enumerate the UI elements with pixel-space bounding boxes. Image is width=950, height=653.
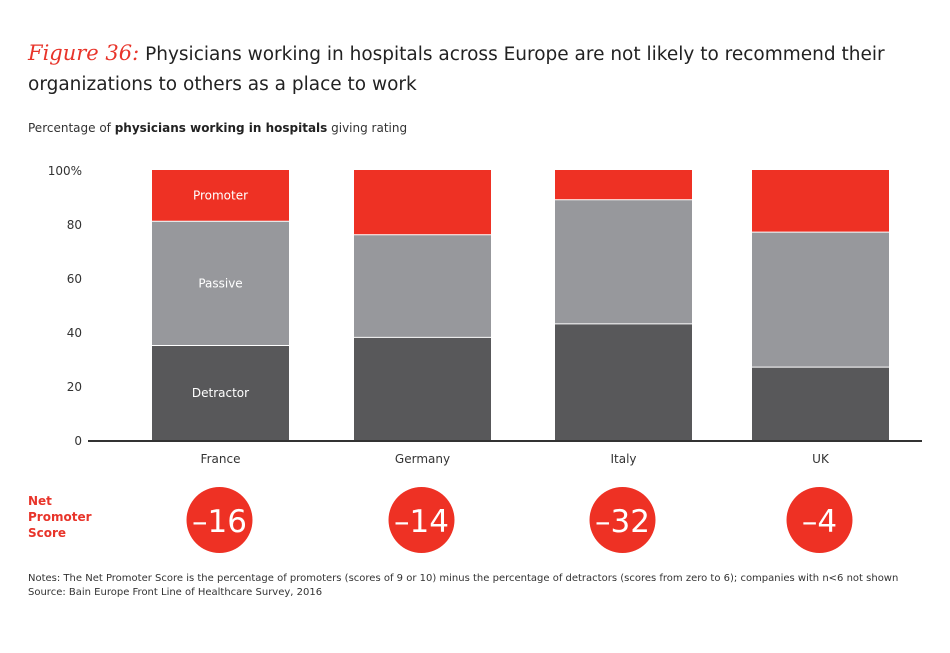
subtitle-pre: Percentage of <box>28 121 115 135</box>
subtitle-post: giving rating <box>327 121 408 135</box>
nps-circle <box>186 487 253 553</box>
series-label: Passive <box>198 276 242 290</box>
y-tick-label: 40 <box>67 326 82 340</box>
title-text: Physicians working in hospitals across E… <box>28 44 885 95</box>
chart-subtitle: Percentage of physicians working in hosp… <box>28 121 407 135</box>
nps-circle <box>786 487 853 553</box>
nps-circle <box>589 487 656 553</box>
nps-value: –16 <box>192 504 247 540</box>
figure-title: Figure 36: Physicians working in hospita… <box>28 38 938 100</box>
x-tick-label: France <box>201 452 241 466</box>
bar-detractor-uk <box>752 367 889 440</box>
bar-detractor-germany <box>354 337 491 440</box>
subtitle-bold: physicians working in hospitals <box>114 121 328 135</box>
bar-passive-italy <box>555 199 692 324</box>
x-tick-label: UK <box>812 452 830 466</box>
y-tick-label: 100% <box>48 164 82 178</box>
nps-label: Net Promoter Score <box>28 493 92 541</box>
notes-text: Notes: The Net Promoter Score is the per… <box>28 573 899 584</box>
nps-value: –32 <box>595 504 650 540</box>
nps-label-line: Score <box>28 526 67 540</box>
bar-detractor-italy <box>555 323 692 440</box>
figure-number: Figure 36: <box>28 41 140 65</box>
bar-promoter-uk <box>752 170 889 233</box>
notes: Notes: The Net Promoter Score is the per… <box>28 572 898 600</box>
bar-promoter-france <box>152 170 289 222</box>
source-text: Source: Bain Europe Front Line of Health… <box>28 587 323 598</box>
y-tick-label: 80 <box>67 218 82 232</box>
x-tick-label: Italy <box>610 452 636 466</box>
y-tick-label: 20 <box>67 380 82 394</box>
nps-label-line: Promoter <box>28 510 92 524</box>
y-tick-label: 0 <box>74 434 82 448</box>
bar-detractor-france <box>152 345 289 440</box>
series-label: Promoter <box>193 189 248 203</box>
bar-promoter-germany <box>354 170 491 235</box>
bar-passive-uk <box>752 232 889 368</box>
series-label: Detractor <box>192 386 249 400</box>
bar-promoter-italy <box>555 170 692 200</box>
nps-circle <box>388 487 455 553</box>
nps-label-line: Net <box>28 494 52 508</box>
nps-value: –4 <box>802 504 837 540</box>
y-tick-label: 60 <box>67 272 82 286</box>
nps-value: –14 <box>394 504 449 540</box>
x-tick-label: Germany <box>395 452 450 466</box>
bar-passive-france <box>152 221 289 346</box>
bar-passive-germany <box>354 234 491 338</box>
